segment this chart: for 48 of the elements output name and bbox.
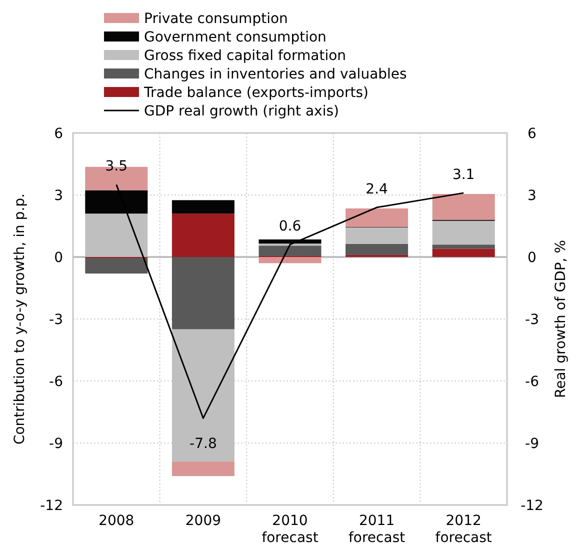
bar bbox=[432, 194, 495, 220]
y2-tick-label: -9 bbox=[525, 436, 539, 452]
legend-label: Changes in inventories and valuables bbox=[144, 66, 407, 82]
x-tick-label: 2011 forecast bbox=[348, 513, 406, 546]
x-tick-label: 2010 forecast bbox=[262, 513, 319, 546]
bar bbox=[346, 244, 408, 255]
bar bbox=[432, 248, 495, 257]
bar bbox=[172, 257, 234, 330]
legend-label: Gross fixed capital formation bbox=[144, 48, 346, 64]
y2-tick-label: 3 bbox=[528, 188, 536, 204]
y2-tick-label: -12 bbox=[520, 498, 544, 514]
bar bbox=[258, 239, 322, 244]
y-tick-label: 6 bbox=[54, 126, 64, 142]
bar bbox=[172, 214, 234, 257]
y-tick-label: -9 bbox=[49, 436, 63, 452]
bar bbox=[432, 220, 495, 245]
y2-tick-label: -3 bbox=[525, 312, 539, 328]
data-label: 0.6 bbox=[278, 218, 302, 235]
bar bbox=[85, 258, 148, 274]
y2-tick-label: -6 bbox=[525, 374, 540, 390]
y2-tick-label: 0 bbox=[528, 250, 536, 266]
y-tick-label: -12 bbox=[40, 498, 63, 514]
data-label: 2.4 bbox=[366, 181, 388, 198]
x-tick-label: 2008 bbox=[98, 513, 134, 529]
legend-label: Government consumption bbox=[144, 30, 326, 46]
x-tick-label: 2012 forecast bbox=[435, 513, 492, 546]
y2-tick-label: 6 bbox=[528, 126, 537, 142]
bar bbox=[172, 329, 234, 462]
bar bbox=[172, 462, 234, 476]
bar bbox=[346, 208, 408, 228]
bar bbox=[172, 200, 234, 214]
legend-label: Trade balance (exports-imports) bbox=[143, 85, 368, 101]
y-tick-label: 0 bbox=[54, 250, 63, 266]
data-label: 3.5 bbox=[105, 158, 128, 175]
y-tick-label: -3 bbox=[49, 312, 63, 328]
bar bbox=[346, 227, 408, 244]
y-axis-title: Contribution to y-o-y growth, in p.p. bbox=[12, 193, 28, 445]
y2-axis-title: Real growth of GDP, % bbox=[553, 240, 569, 398]
data-label: 3.1 bbox=[452, 166, 475, 183]
data-label: -7.8 bbox=[190, 436, 217, 452]
legend-label: GDP real growth (right axis) bbox=[144, 104, 339, 120]
y-tick-label: -6 bbox=[49, 374, 64, 390]
legend-label: Private consumption bbox=[144, 11, 288, 27]
bar bbox=[258, 257, 322, 264]
bar bbox=[258, 246, 322, 256]
y-tick-label: 3 bbox=[54, 188, 63, 204]
x-tick-label: 2009 bbox=[185, 513, 222, 529]
bar bbox=[432, 244, 495, 249]
